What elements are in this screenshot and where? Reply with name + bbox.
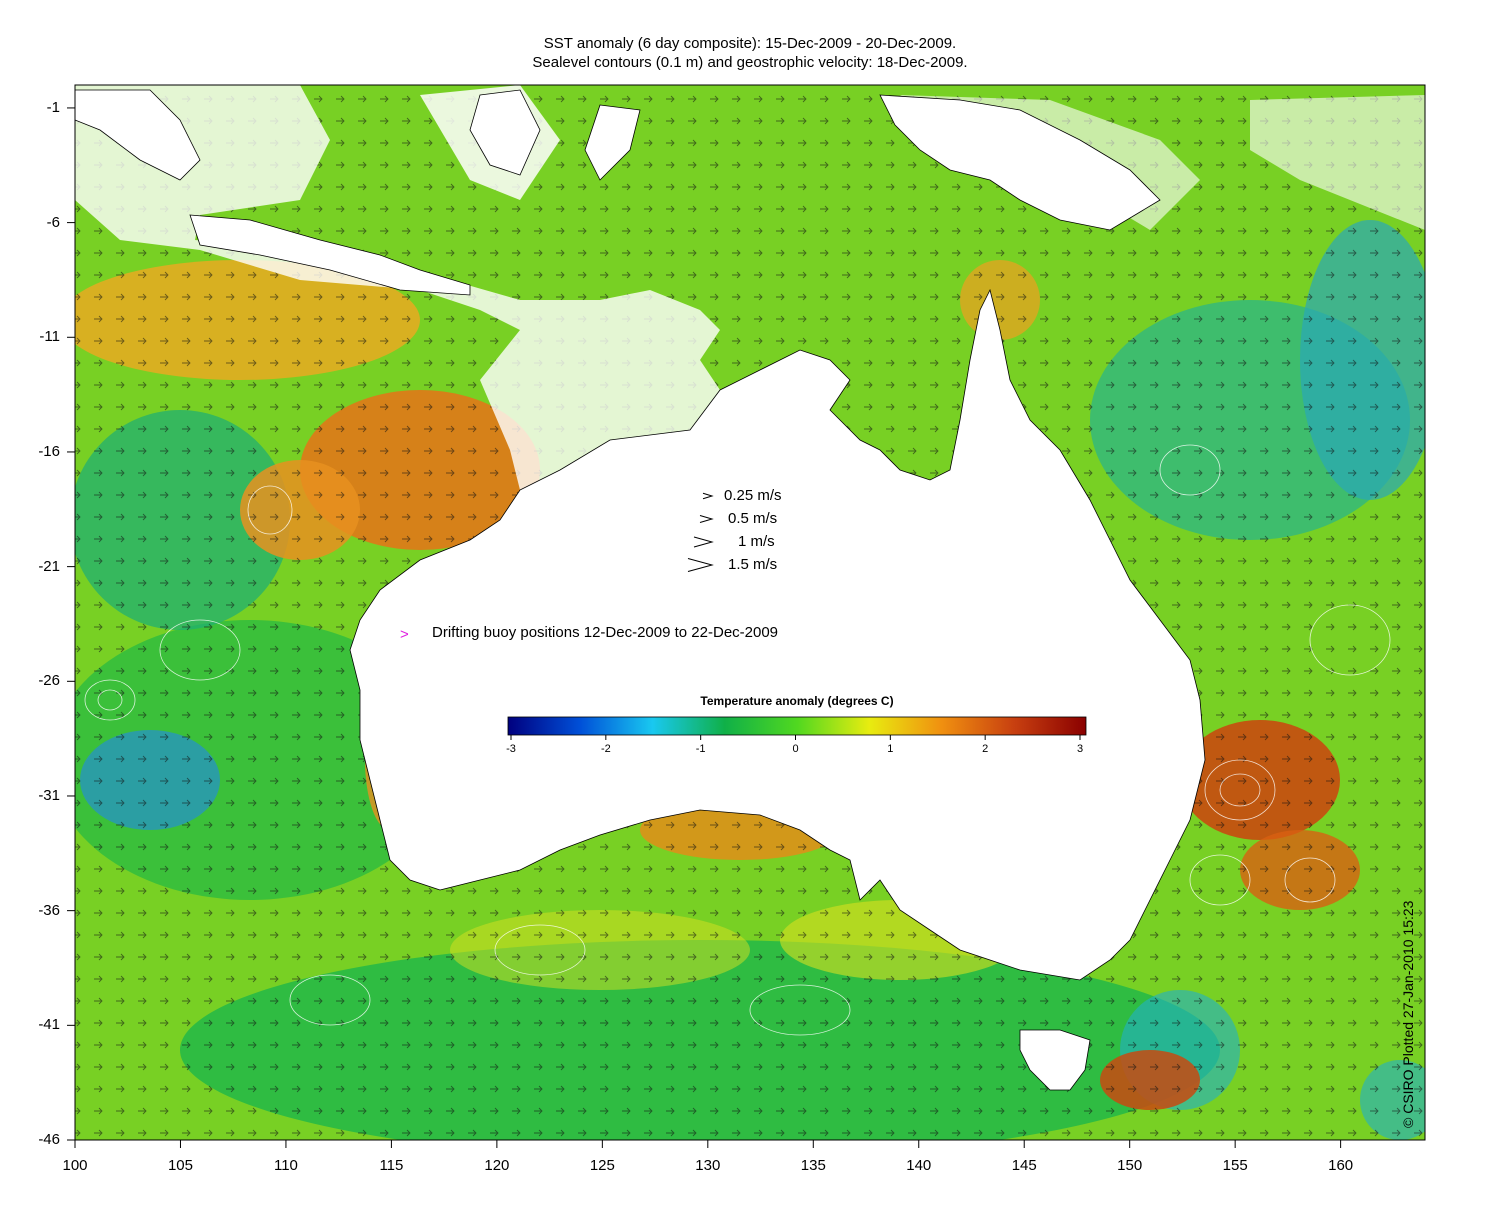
velocity-arrow — [693, 536, 714, 548]
buoy-symbol: > — [400, 626, 409, 643]
velocity-legend-label: 1 m/s — [738, 533, 775, 550]
y-tick-label: -6 — [46, 213, 60, 231]
x-tick-label: 110 — [273, 1157, 298, 1174]
buoy-legend-label: Drifting buoy positions 12-Dec-2009 to 2… — [432, 624, 779, 641]
sealevel-contours — [84, 444, 1391, 1036]
x-tick-label: 115 — [379, 1157, 404, 1174]
velocity-legend-arrows — [687, 492, 714, 572]
land-masses — [74, 89, 1206, 1091]
x-tick-label: 160 — [1328, 1157, 1354, 1174]
x-tick-label: 150 — [1117, 1157, 1143, 1174]
colorbar-tick-label: 1 — [887, 743, 894, 755]
sst-anomaly-field — [75, 85, 1425, 1140]
y-tick-label: -41 — [38, 1016, 60, 1034]
y-tick-label: -46 — [38, 1131, 60, 1148]
x-tick-label: 145 — [1011, 1157, 1037, 1174]
sulawesi-landmass — [584, 104, 641, 181]
colorbar-tick-label: 3 — [1076, 743, 1084, 755]
tasmania-landmass — [1019, 1029, 1091, 1091]
x-tick-label: 130 — [695, 1157, 721, 1174]
map-title-line2: Sealevel contours (0.1 m) and geostrophi… — [532, 54, 968, 71]
colorbar-tick-label: -3 — [506, 743, 516, 755]
velocity-arrow — [699, 515, 714, 523]
java-landmass — [189, 214, 471, 296]
colorbar-tick-label: -2 — [600, 743, 611, 755]
velocity-legend-label: 0.5 m/s — [728, 510, 778, 527]
x-axis-ticks — [74, 1140, 1342, 1148]
y-tick-label: -26 — [38, 672, 60, 690]
velocity-legend-label: 1.5 m/s — [728, 556, 778, 573]
y-tick-label: -31 — [38, 786, 60, 804]
colorbar — [507, 716, 1087, 736]
x-tick-label: 120 — [484, 1157, 510, 1174]
new-guinea-landmass — [879, 94, 1161, 231]
x-tick-label: 125 — [589, 1157, 615, 1174]
x-tick-label: 135 — [800, 1157, 826, 1174]
credit-text: © CSIRO Plotted 27-Jan-2010 15:23 — [1400, 900, 1416, 1128]
colorbar-tick-label: 2 — [982, 743, 989, 755]
y-tick-label: -1 — [46, 98, 60, 116]
australia-landmass — [349, 288, 1206, 981]
velocity-legend-label: 0.25 m/s — [724, 487, 782, 504]
y-tick-label: -11 — [39, 328, 60, 346]
x-tick-label: 105 — [167, 1157, 193, 1174]
borneo-landmass — [469, 89, 541, 176]
colorbar-tick-label: 0 — [792, 743, 799, 755]
colorbar-ticks — [510, 735, 1081, 740]
x-tick-label: 100 — [62, 1157, 88, 1174]
y-axis-ticks — [67, 107, 75, 1141]
y-tick-label: -21 — [38, 557, 60, 575]
map-frame — [74, 84, 1426, 1141]
sumatra-landmass — [74, 89, 201, 181]
x-tick-label: 155 — [1222, 1157, 1248, 1174]
x-tick-label: 140 — [906, 1157, 932, 1174]
colorbar-tick-label: -1 — [695, 743, 706, 755]
velocity-arrow — [687, 558, 714, 572]
velocity-arrow — [702, 492, 714, 500]
y-tick-label: -16 — [38, 442, 60, 460]
colorbar-title: Temperature anomaly (degrees C) — [700, 694, 894, 708]
map-title-line1: SST anomaly (6 day composite): 15-Dec-20… — [543, 35, 957, 52]
y-tick-label: -36 — [38, 901, 60, 919]
